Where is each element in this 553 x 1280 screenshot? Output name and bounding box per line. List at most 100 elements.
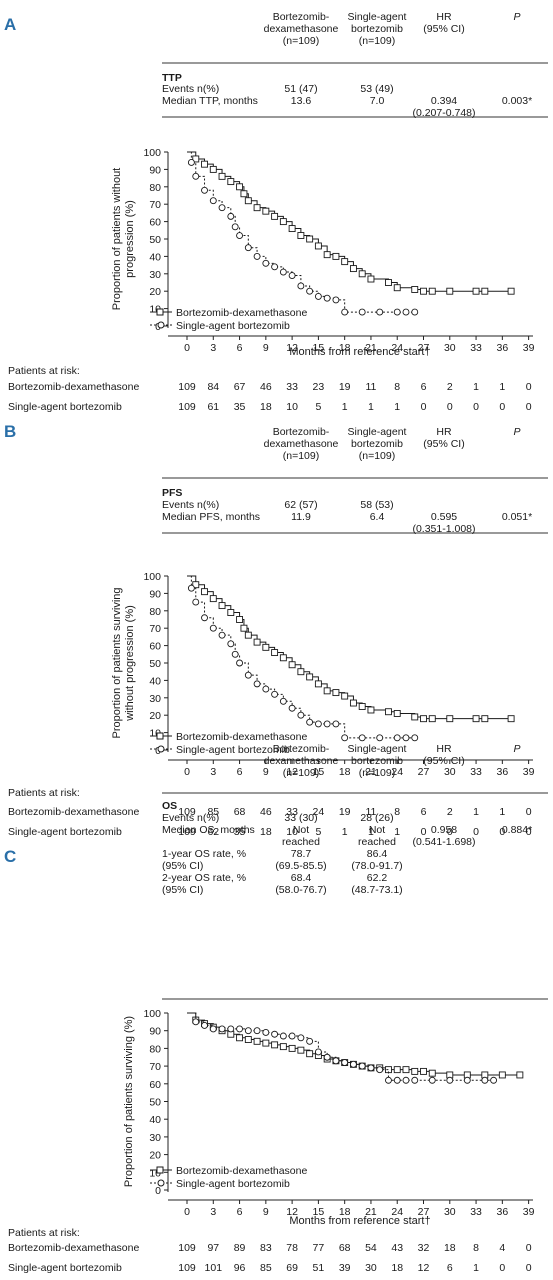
censor-mark-circle (231, 650, 239, 658)
censor-mark-circle (358, 1062, 366, 1070)
censor-mark-circle (192, 1018, 200, 1026)
panel-letter: A (4, 15, 16, 34)
x-tick-label: 21 (365, 342, 377, 354)
table-header: (95% CI) (423, 23, 464, 35)
y-tick-label: 70 (149, 1061, 161, 1073)
censor-mark-circle (231, 223, 239, 231)
censor-mark-square (244, 197, 252, 205)
censor-mark-square (306, 235, 314, 243)
risk-value: 109 (178, 401, 196, 413)
censor-mark-circle (314, 1048, 322, 1056)
table-section-label: OS (162, 800, 177, 812)
table-header: (95% CI) (423, 438, 464, 450)
risk-value: 0 (499, 401, 505, 413)
table-header: bortezomib (351, 755, 403, 767)
risk-title: Patients at risk: (8, 1227, 80, 1239)
table-header: dexamethasone (264, 755, 339, 767)
censor-mark-square (420, 1067, 427, 1075)
table-cell: 0.595 (431, 511, 457, 523)
panel-letter: C (4, 847, 16, 866)
risk-row-label: Single-agent bortezomib (8, 1262, 122, 1274)
censor-mark-square (411, 286, 419, 293)
risk-row-label: Bortezomib-dexamethasone (8, 381, 139, 393)
y-tick-label: 30 (149, 693, 161, 705)
censor-mark-circle (306, 1037, 314, 1045)
x-tick-label: 36 (496, 1206, 508, 1218)
risk-value: 1 (499, 381, 505, 393)
km-curve (187, 575, 512, 720)
risk-value: 6 (421, 806, 427, 818)
censor-mark-circle (218, 204, 226, 212)
censor-mark-circle (367, 1064, 375, 1072)
x-tick-label: 12 (286, 342, 298, 354)
x-tick-label: 18 (339, 766, 351, 778)
x-tick-label: 15 (313, 1206, 325, 1218)
censor-mark-circle (297, 1034, 305, 1042)
censor-mark-square (428, 715, 436, 723)
risk-value: 5 (315, 826, 321, 838)
censor-mark-square (236, 183, 244, 191)
censor-mark-square (481, 715, 489, 723)
risk-row-label: Single-agent bortezomib (8, 401, 122, 413)
censor-mark-circle (201, 186, 208, 194)
risk-value: 85 (260, 1262, 272, 1274)
risk-value: 6 (447, 1262, 453, 1274)
censor-mark-square (411, 1067, 419, 1075)
censor-mark-circle (279, 268, 287, 276)
censor-mark-square (262, 1039, 270, 1047)
legend-label: Single-agent bortezomib (176, 744, 290, 756)
risk-value: 2 (447, 806, 453, 818)
table-cell: (0.207-0.748) (412, 107, 475, 119)
x-tick-label: 15 (313, 342, 325, 354)
risk-row-label: Bortezomib-dexamethasone (8, 806, 139, 818)
panel-a: A Bortezomib-dexamethasone(n=109)Single-a… (4, 11, 548, 413)
risk-value: 11 (365, 381, 376, 393)
censor-mark-circle (376, 308, 384, 316)
table-cell: 62 (57) (284, 499, 317, 511)
censor-mark-square (209, 165, 217, 173)
censor-mark-circle (393, 734, 401, 742)
risk-value: 68 (234, 806, 246, 818)
censor-mark-circle (192, 172, 200, 180)
censor-mark-square (341, 692, 349, 700)
censor-mark-square (323, 251, 331, 259)
table-section-label: PFS (162, 487, 182, 499)
censor-mark-square (314, 680, 322, 688)
censor-mark-circle (218, 631, 226, 639)
censor-mark-square (420, 287, 427, 295)
x-tick-label: 36 (496, 342, 508, 354)
x-tick-label: 18 (339, 1206, 351, 1218)
legend-marker (157, 321, 165, 329)
x-tick-label: 30 (444, 766, 456, 778)
risk-value: 77 (313, 1242, 325, 1254)
censor-mark-circle (306, 718, 314, 726)
risk-value: 83 (260, 1242, 272, 1254)
legend-label: Bortezomib-dexamethasone (176, 731, 307, 743)
censor-mark-square (218, 602, 226, 610)
y-tick-label: 100 (143, 1008, 161, 1020)
table-header: Bortezomib- (273, 426, 330, 438)
table-header: Single-agent (348, 426, 407, 438)
censor-mark-circle (192, 598, 200, 606)
table-header: (95% CI) (423, 755, 464, 767)
y-tick-label: 40 (149, 1114, 161, 1126)
censor-mark-square (244, 1036, 252, 1044)
censor-mark-square (236, 616, 244, 623)
censor-mark-square (297, 668, 305, 676)
x-tick-label: 39 (523, 766, 535, 778)
censor-mark-circle (402, 1076, 410, 1084)
x-tick-label: 6 (237, 766, 243, 778)
censor-mark-circle (271, 690, 279, 698)
table-header: dexamethasone (264, 438, 339, 450)
y-tick-label: 30 (149, 269, 161, 281)
censor-mark-circle (227, 640, 235, 648)
risk-value: 8 (394, 381, 400, 393)
x-tick-label: 9 (263, 1206, 269, 1218)
censor-mark-square (507, 287, 515, 295)
risk-value: 78 (286, 1242, 298, 1254)
risk-value: 30 (365, 1262, 377, 1274)
censor-mark-square (192, 155, 200, 163)
risk-value: 54 (365, 1242, 377, 1254)
